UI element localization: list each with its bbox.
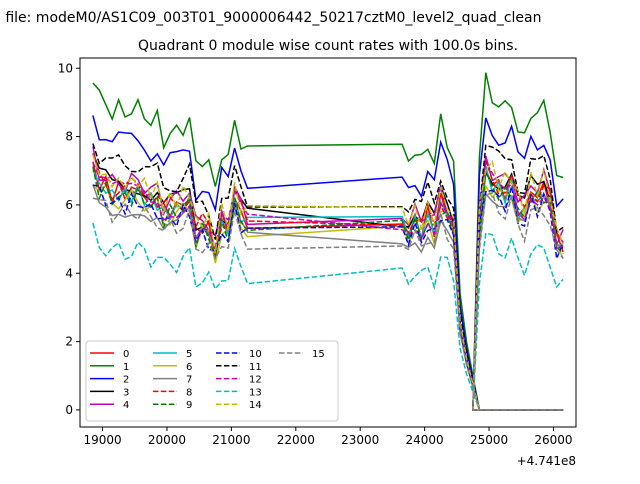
legend-label-0: 0	[123, 349, 129, 360]
x-tick-label: 26000	[534, 433, 572, 447]
x-tick-label: 20000	[148, 433, 186, 447]
y-tick-label: 0	[65, 403, 73, 417]
legend-frame	[85, 340, 339, 422]
series-line-2	[92, 115, 564, 411]
legend-label-12: 12	[249, 375, 262, 386]
series-line-14	[92, 154, 564, 411]
x-tick-label: 23000	[341, 433, 379, 447]
x-offset-label: +4.741e8	[517, 454, 576, 468]
legend-label-13: 13	[249, 387, 262, 398]
legend-label-3: 3	[123, 387, 129, 398]
x-tick-label: 25000	[470, 433, 508, 447]
x-tick-label: 19000	[83, 433, 121, 447]
y-tick-label: 2	[65, 335, 73, 349]
series-line-8	[92, 153, 564, 411]
series-line-15	[92, 192, 564, 411]
chart-title: Quadrant 0 module wise count rates with …	[138, 38, 518, 54]
y-tick-label: 8	[65, 130, 73, 144]
legend-label-11: 11	[249, 362, 262, 373]
legend-label-14: 14	[249, 400, 262, 411]
x-tick-label: 22000	[277, 433, 315, 447]
x-axis-ticks: 19000 20000 21000 22000 23000 24000 25000 26000	[83, 427, 573, 447]
legend-label-9: 9	[186, 400, 192, 411]
legend-label-4: 4	[123, 400, 129, 411]
legend-label-8: 8	[186, 387, 192, 398]
legend-label-7: 7	[186, 375, 192, 386]
chart-suptitle: n file: modeM0/AS1C09_003T01_9000006442_…	[0, 10, 541, 26]
legend-label-6: 6	[186, 362, 192, 373]
series-line-1	[92, 72, 564, 411]
legend-label-15: 15	[312, 349, 325, 360]
y-tick-label: 10	[58, 61, 73, 75]
legend-label-5: 5	[186, 349, 192, 360]
series-line-9	[92, 166, 564, 411]
x-tick-label: 24000	[406, 433, 444, 447]
series-line-12	[92, 159, 564, 411]
series-line-4	[92, 146, 564, 411]
legend-label-2: 2	[123, 375, 129, 386]
y-tick-label: 4	[65, 266, 73, 280]
legend-label-10: 10	[249, 349, 262, 360]
series-line-11	[92, 143, 564, 411]
series-lines	[92, 72, 564, 411]
legend-label-1: 1	[123, 362, 129, 373]
plot-frame	[79, 57, 577, 428]
series-line-13	[92, 222, 564, 411]
y-axis-ticks: 0 2 4 6 8 10	[58, 61, 80, 417]
series-line-7	[92, 184, 564, 411]
x-tick-label: 21000	[212, 433, 250, 447]
y-tick-label: 6	[65, 198, 73, 212]
series-line-3	[92, 153, 564, 411]
